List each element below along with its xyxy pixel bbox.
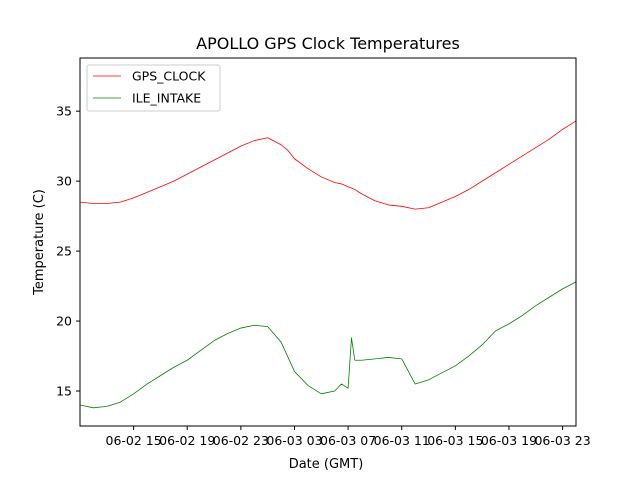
x-tick-label: 06-03 11 [374,433,430,448]
x-tick-label: 06-03 19 [481,433,537,448]
y-tick-label: 15 [56,384,72,399]
y-tick-label: 35 [56,104,72,119]
x-tick-label: 06-03 23 [534,433,590,448]
legend: GPS_CLOCK ILE_INTAKE [86,64,221,112]
x-tick-label: 06-03 03 [266,433,322,448]
chart-title: APOLLO GPS Clock Temperatures [196,34,460,53]
x-tick-label: 06-02 15 [106,433,162,448]
plot-frame [79,57,577,427]
x-tick-label: 06-02 23 [213,433,269,448]
x-tick-label: 06-03 15 [427,433,483,448]
series-line-ile-intake [79,281,577,409]
y-tick-label: 30 [56,174,72,189]
x-tick-label: 06-02 19 [159,433,215,448]
legend-label-ile-intake: ILE_INTAKE [132,91,201,106]
series-layer [79,120,577,409]
legend-label-gps-clock: GPS_CLOCK [132,69,206,84]
y-axis-label: Temperature (C) [32,189,47,296]
y-tick-label: 25 [56,244,72,259]
series-line-gps-clock [79,120,577,210]
y-axis: 15 20 25 30 35 [56,104,80,399]
y-tick-label: 20 [56,314,72,329]
x-tick-label: 06-03 07 [320,433,376,448]
x-axis-label: Date (GMT) [289,457,364,472]
legend-box [86,64,221,112]
